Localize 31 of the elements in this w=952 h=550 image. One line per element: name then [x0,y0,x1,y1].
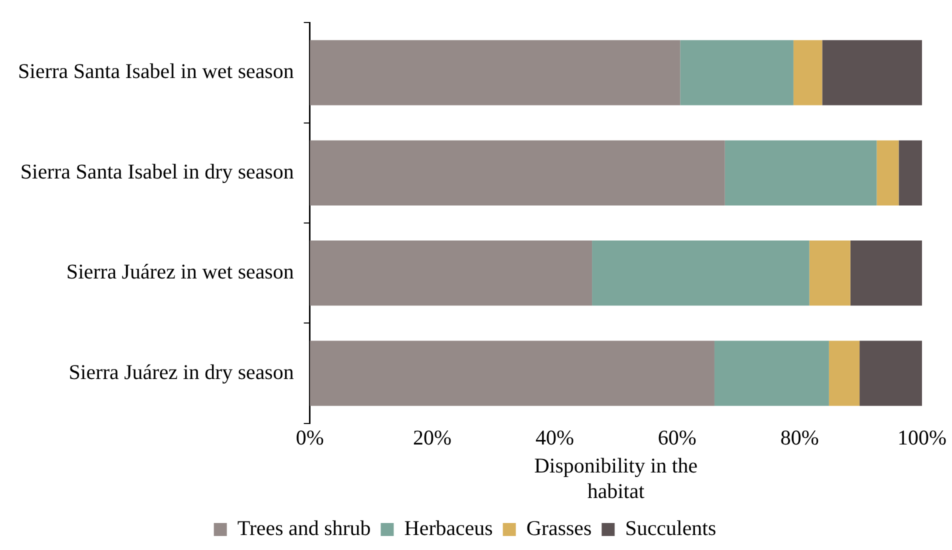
x-axis-title: Disponibility in the habitat [534,454,698,503]
bar [310,140,725,206]
bar [809,240,850,306]
bar [310,340,714,406]
bar [680,40,794,106]
x-tick-label: 20% [413,426,452,450]
bar [793,40,822,106]
x-tick-label: 100% [898,426,946,450]
y-tick-label: Sierra Santa Isabel in dry season [20,159,294,184]
bar [592,240,810,306]
bar [310,240,592,306]
bar [860,340,922,406]
legend-label: Trees and shrub [237,516,371,540]
bar [822,40,922,106]
legend-label: Herbaceus [404,516,493,540]
y-tick-label: Sierra Juárez in dry season [68,360,294,384]
x-tick-label: 40% [535,426,574,450]
legend-label: Succulents [625,516,716,540]
x-tick-label: 80% [780,426,819,450]
y-tick-label: Sierra Santa Isabel in wet season [18,59,294,84]
bar [850,240,922,306]
bar [898,140,922,206]
y-tick-label: Sierra Juárez in wet season [66,260,294,284]
bar [310,40,680,106]
bar [714,340,829,406]
bar [876,140,899,206]
x-tick-label: 60% [658,426,696,450]
bar [724,140,877,206]
legend-label: Grasses [526,516,592,540]
bar [828,340,860,406]
x-tick-label: 0% [296,426,324,450]
